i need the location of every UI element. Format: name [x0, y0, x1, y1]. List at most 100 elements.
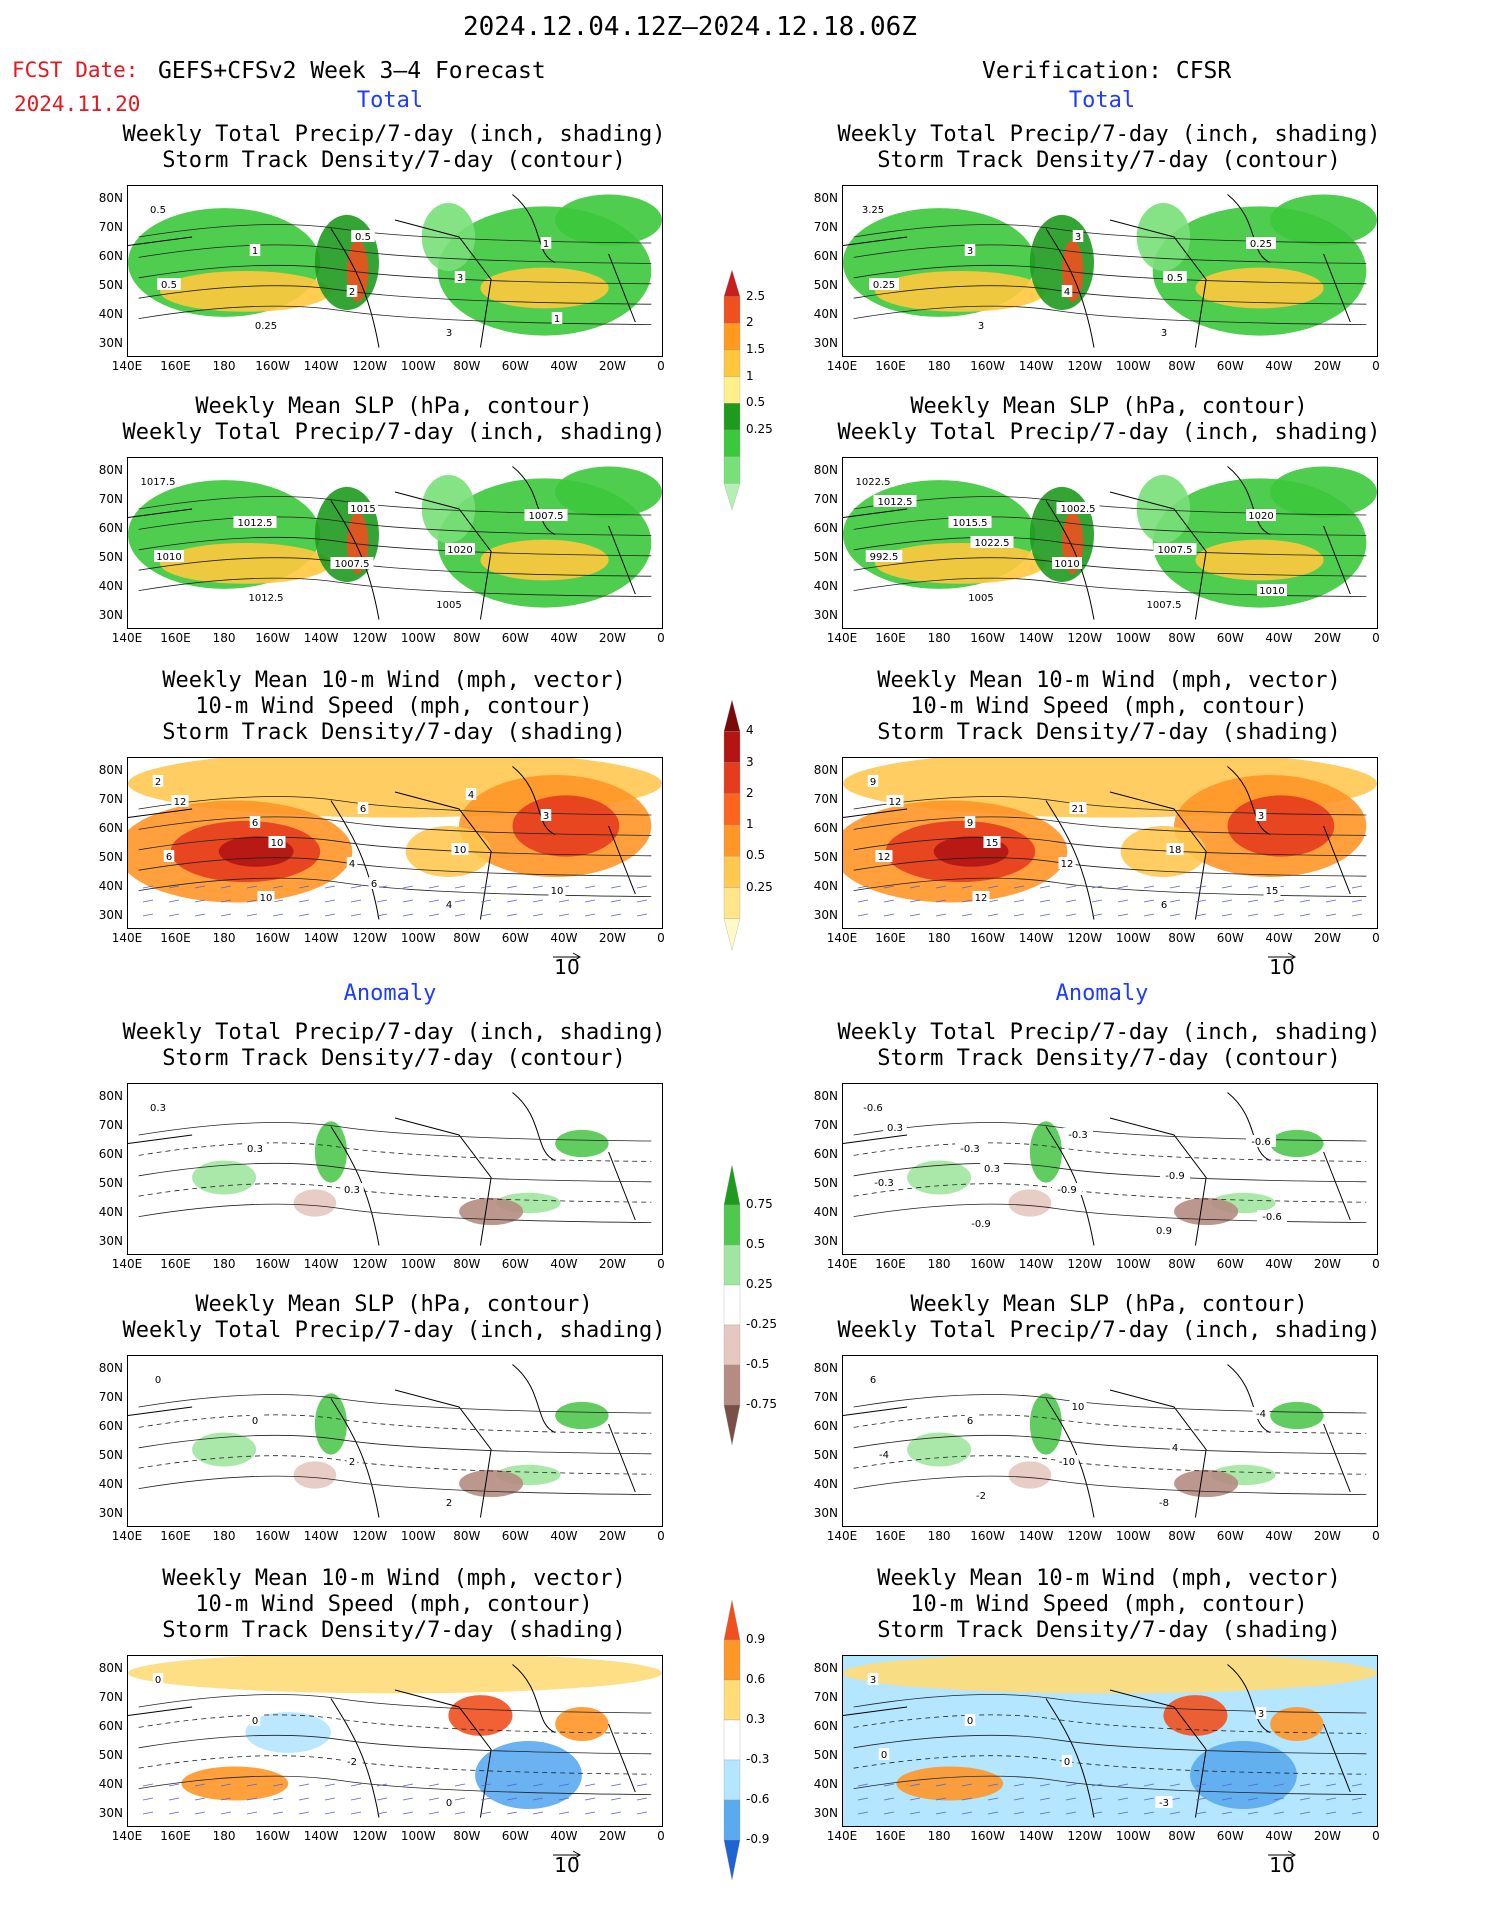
p12-wind-vector — [1091, 1811, 1103, 1815]
p5-wind-vector — [558, 913, 570, 917]
p6-wind-vector — [1039, 913, 1051, 917]
p10-shade-0 — [907, 1432, 972, 1467]
p8-contour-label: -0.6 — [863, 1103, 883, 1114]
p11-wind-vector — [246, 1783, 258, 1787]
p12-wind-vector — [1091, 1797, 1103, 1801]
p9-coastline — [128, 1364, 636, 1518]
p12-contour-label: 3 — [870, 1675, 876, 1686]
p1-xtick: 40W — [550, 359, 578, 373]
colorbar-storm_anom-swatch — [723, 1679, 741, 1721]
p4-contour-1 — [853, 516, 1367, 536]
p3-xtick: 140W — [303, 631, 339, 645]
p11-wind-vector — [532, 1783, 544, 1787]
p12-wind-vector — [935, 1811, 947, 1815]
colorbar-precip_total-swatch — [723, 296, 741, 324]
p4-contour-label: 1007.5 — [1158, 545, 1193, 556]
colorbar-storm_total — [722, 699, 742, 958]
p9-xtick: 140E — [111, 1529, 143, 1543]
p12-wind-vector — [1013, 1783, 1025, 1787]
colorbar-storm_anom-label: 0.9 — [746, 1632, 766, 1646]
p3-shade-1 — [160, 543, 331, 584]
p5-contour-label: 10 — [260, 893, 273, 904]
p5-wind-vector — [272, 899, 284, 903]
p12-xtick: 140W — [1018, 1829, 1054, 1843]
p2-xtick: 20W — [1313, 359, 1342, 373]
p5-wind-vector — [636, 899, 648, 903]
p3-contour-label: 1010 — [156, 552, 181, 563]
p11-wind-vector — [402, 1797, 414, 1801]
p6-wind-vector — [1013, 885, 1025, 889]
p6-shade-6 — [1120, 826, 1207, 877]
p11-wind-vector — [584, 1797, 596, 1801]
p6-contour-4 — [853, 877, 1367, 897]
model-title: GEFS+CFSv2 Week 3–4 Forecast — [158, 58, 546, 84]
p10-contour-label: 6 — [967, 1416, 973, 1427]
p6-wind-vector — [961, 885, 973, 889]
p6-contour-1 — [853, 816, 1367, 836]
p11-wind-vector — [454, 1811, 466, 1815]
p3-contour-label: 1017.5 — [141, 477, 176, 488]
p8-shade-1 — [1029, 1121, 1062, 1183]
p3-contour-label: 1007.5 — [335, 559, 370, 570]
p6-wind-vector — [1169, 885, 1181, 889]
p8-xtick: 140W — [1018, 1257, 1054, 1271]
p4-xtick: 100W — [1115, 631, 1151, 645]
colorbar-precip_total-swatch — [723, 429, 741, 457]
p8-contour-label: -0.9 — [971, 1219, 991, 1230]
p6-wind-vector — [1247, 913, 1259, 917]
p12-xtick: 120W — [1067, 1829, 1103, 1843]
p1-map: 0.5 1 2 3 1 0.5 0.25 0.5 3 1 — [127, 185, 663, 357]
p3-xtick: 160W — [255, 631, 291, 645]
p6-wind-vector — [1143, 885, 1155, 889]
colorbar-precip_total-swatch — [723, 483, 741, 511]
p3-ytick: 50N — [98, 550, 123, 564]
p5-wind-vector — [350, 899, 362, 903]
p6-xtick: 140W — [1018, 931, 1054, 945]
p1-ytick: 70N — [98, 220, 123, 234]
p6-xtick: 100W — [1115, 931, 1151, 945]
p12-xtick: 0 — [1372, 1829, 1380, 1843]
p9-xtick: 20W — [598, 1529, 627, 1543]
p11-ytick: 70N — [98, 1690, 123, 1704]
p5-wind-vector — [532, 885, 544, 889]
p10-shade-1 — [1029, 1393, 1062, 1455]
p4-xtick: 40W — [1265, 631, 1293, 645]
p5-wind-vector — [402, 913, 414, 917]
p11-contour-label: 0 — [446, 1798, 452, 1809]
p11-shade-1 — [181, 1766, 289, 1801]
p1-ytick: 50N — [98, 278, 123, 292]
p12-wind-vector — [883, 1797, 895, 1801]
p7-xtick: 160W — [255, 1257, 291, 1271]
p6-wind-vector — [1221, 885, 1233, 889]
p2-xtick: 60W — [1216, 359, 1244, 373]
p6-coastline — [843, 766, 1351, 920]
p11-xtick: 180 — [212, 1829, 236, 1843]
p8-xtick: 40W — [1265, 1257, 1293, 1271]
p4-contour-label: 1020 — [1248, 511, 1273, 522]
colorbar-precip_total-swatch — [723, 269, 741, 297]
p11-wind-vector — [168, 1797, 180, 1801]
p10-contour-label: -4 — [1256, 1409, 1266, 1420]
p5-xtick: 0 — [657, 931, 665, 945]
p12-contour-0 — [853, 1694, 1367, 1714]
p10-ytick: 60N — [813, 1419, 838, 1433]
p11-wind-vector — [220, 1783, 232, 1787]
p6-contour-label: 15 — [986, 838, 999, 849]
p12-wind-vector — [1325, 1797, 1337, 1801]
p10-shade-5 — [1174, 1469, 1239, 1498]
p12-xtick: 160W — [970, 1829, 1006, 1843]
p12-wind-vector — [1195, 1783, 1207, 1787]
p2-shade-6 — [1136, 203, 1191, 271]
p5-wind-vector — [142, 913, 154, 917]
p9-contour-label: 2 — [349, 1457, 355, 1468]
p9-ytick: 30N — [98, 1506, 123, 1520]
p11-wind-vector — [584, 1783, 596, 1787]
colorbar-storm_anom-swatch — [723, 1719, 741, 1761]
p12-xtick: 100W — [1115, 1829, 1151, 1843]
p7-ytick: 80N — [98, 1089, 123, 1103]
p5-wind-vector — [428, 885, 440, 889]
colorbar-precip_anom-label: -0.25 — [746, 1317, 778, 1331]
p10-shade-2 — [1008, 1461, 1052, 1489]
p1-ytick: 30N — [98, 336, 123, 350]
p2-shade-1 — [875, 271, 1046, 312]
